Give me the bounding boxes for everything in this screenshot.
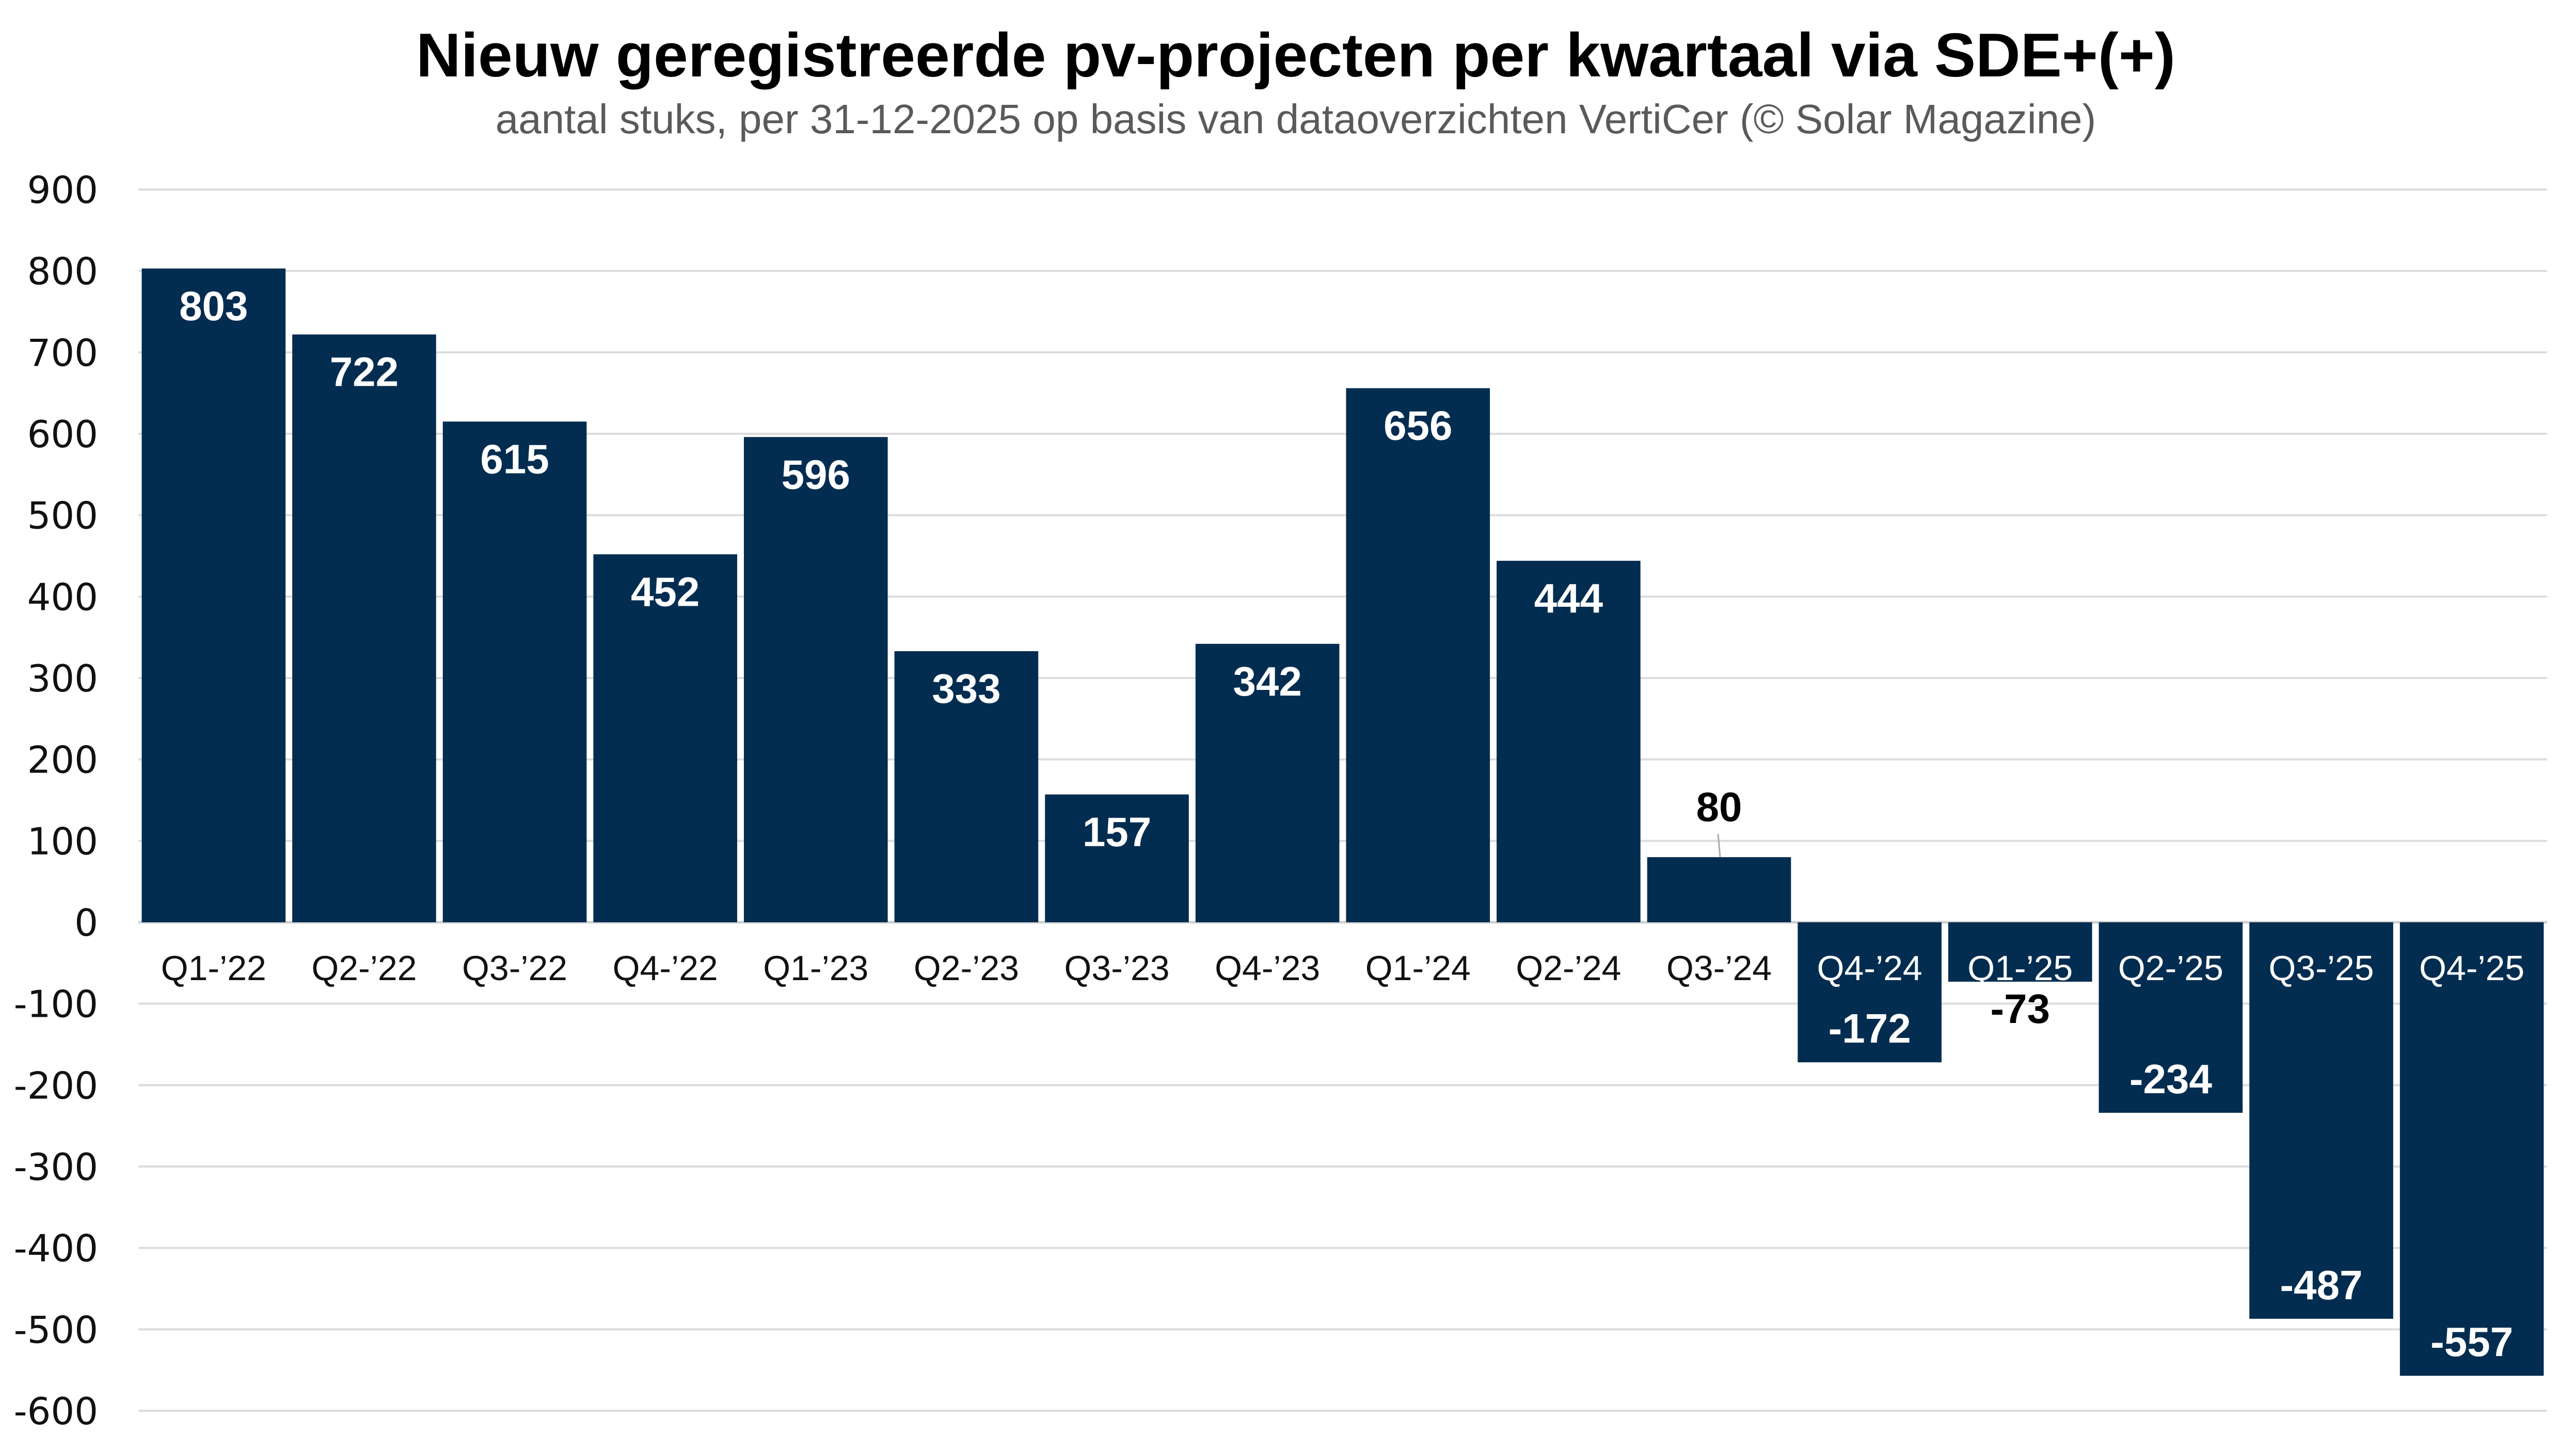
chart-subtitle: aantal stuks, per 31-12-2025 op basis va…	[496, 96, 2096, 142]
y-tick-label: 100	[27, 820, 98, 863]
data-label: 452	[631, 569, 699, 615]
bar	[2098, 922, 2243, 1113]
x-axis-category-labels: Q1-’22 Q2-’22 Q3-’22 Q4-’22 Q1-’23 Q2-’23 Q3-’…	[161, 949, 2524, 988]
bar	[1045, 794, 1189, 922]
data-label: 80	[1696, 784, 1742, 830]
y-tick-label: 700	[27, 331, 98, 374]
y-axis-tick-labels: 900 800 700 600 500 400 300 200 100 0 -100 -200 -300…	[14, 168, 98, 1433]
bar	[141, 268, 286, 922]
data-label: -73	[1991, 986, 2050, 1032]
data-label: -487	[2280, 1262, 2363, 1308]
x-tick-label: Q3-’24	[1666, 949, 1772, 988]
bar	[2249, 922, 2393, 1319]
bar	[292, 334, 436, 922]
bars	[141, 268, 2544, 1376]
x-tick-label: Q2-’22	[311, 949, 417, 988]
y-tick-label: 800	[27, 250, 98, 293]
bar	[2399, 922, 2544, 1376]
data-label: 803	[179, 283, 248, 329]
x-tick-label: Q3-’22	[462, 949, 567, 988]
y-tick-label: 200	[27, 738, 98, 782]
chart-title: Nieuw geregistreerde pv-projecten per kw…	[416, 21, 2175, 90]
bar	[1497, 560, 1641, 922]
x-tick-label: Q4-’22	[613, 949, 718, 988]
y-tick-label: 500	[27, 494, 98, 538]
x-tick-label: Q1-’24	[1365, 949, 1471, 988]
y-tick-label: -300	[14, 1145, 98, 1189]
bar	[1647, 857, 1791, 922]
bar	[1346, 388, 1490, 922]
data-label: 444	[1534, 575, 1603, 621]
data-labels: 803 722 615 452 596 333 157 342 656 444 80 -172 -73 -…	[179, 283, 2513, 1365]
x-tick-label: Q2-’24	[1516, 949, 1621, 988]
bar	[894, 651, 1039, 922]
y-tick-label: -200	[14, 1064, 98, 1107]
y-tick-label: -600	[14, 1390, 98, 1433]
x-tick-label: Q4-’24	[1817, 949, 1922, 988]
bar	[1195, 643, 1340, 922]
y-tick-label: 0	[74, 901, 98, 944]
y-tick-label: 600	[27, 413, 98, 456]
data-label: 157	[1083, 809, 1151, 855]
bar	[744, 437, 888, 922]
data-label: -557	[2430, 1319, 2513, 1365]
data-label: 615	[480, 436, 549, 482]
x-tick-label: Q3-’23	[1064, 949, 1170, 988]
x-tick-label: Q4-’23	[1215, 949, 1320, 988]
x-tick-label: Q1-’22	[161, 949, 266, 988]
data-label: 722	[330, 349, 399, 395]
y-tick-label: -500	[14, 1308, 98, 1351]
leader-line	[1717, 833, 1721, 857]
x-tick-label: Q4-’25	[2419, 949, 2524, 988]
y-tick-label: -400	[14, 1227, 98, 1270]
y-tick-label: 400	[27, 575, 98, 619]
bar	[593, 554, 737, 922]
bar	[1948, 922, 2092, 982]
x-tick-label: Q3-’25	[2269, 949, 2374, 988]
x-tick-label: Q2-’23	[914, 949, 1019, 988]
data-label: 342	[1233, 658, 1301, 704]
y-tick-label: -100	[14, 983, 98, 1026]
data-label: -172	[1828, 1005, 1911, 1051]
bar	[1798, 922, 1942, 1063]
bar	[442, 421, 587, 922]
data-label: -234	[2129, 1056, 2213, 1102]
x-tick-label: Q1-’25	[1967, 949, 2073, 988]
x-tick-label: Q1-’23	[763, 949, 868, 988]
y-tick-label: 900	[27, 168, 98, 212]
data-label: 656	[1384, 403, 1452, 449]
data-label: 333	[932, 666, 1000, 712]
x-tick-label: Q2-’25	[2118, 949, 2223, 988]
data-label: 596	[782, 451, 850, 497]
y-tick-label: 300	[27, 657, 98, 700]
